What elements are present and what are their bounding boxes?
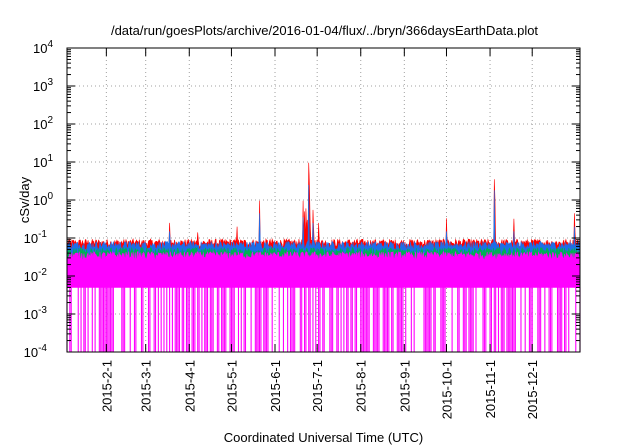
x-tick-label: 2015-3-1 xyxy=(139,360,154,412)
x-tick-label: 2015-2-1 xyxy=(99,360,114,412)
x-tick-label: 2015-7-1 xyxy=(310,360,325,412)
y-tick-label: 103 xyxy=(33,77,53,94)
x-axis-label: Coordinated Universal Time (UTC) xyxy=(224,430,423,445)
y-tick-label: 10-3 xyxy=(24,305,48,322)
y-tick-label: 102 xyxy=(33,115,53,132)
x-tick-label: 2015-9-1 xyxy=(397,360,412,412)
x-tick-label: 2015-5-1 xyxy=(224,360,239,412)
x-tick-label: 2015-6-1 xyxy=(268,360,283,412)
y-tick-label: 10-4 xyxy=(24,343,48,360)
plot-area xyxy=(66,162,581,352)
x-tick-label: 2015-8-1 xyxy=(354,360,369,412)
x-tick-label: 2015-11-1 xyxy=(483,360,498,418)
y-tick-label: 101 xyxy=(33,153,53,170)
chart-title: /data/run/goesPlots/archive/2016-01-04/f… xyxy=(111,23,538,38)
y-tick-label: 10-1 xyxy=(24,229,48,246)
x-tick-label: 2015-4-1 xyxy=(182,360,197,412)
x-tick-label: 2015-12-1 xyxy=(525,360,540,419)
y-axis-label: cSv/day xyxy=(17,176,32,223)
y-tick-label: 104 xyxy=(33,39,53,56)
y-tick-label: 100 xyxy=(33,191,53,208)
axis-ticks: 10-4 10-3 10-2 10-1 100 101 102 103 104 2015-2-1 2… xyxy=(24,39,580,419)
x-tick-label: 2015-10-1 xyxy=(439,360,454,419)
series-3 xyxy=(66,250,581,352)
y-tick-label: 10-2 xyxy=(24,267,48,284)
series-band xyxy=(66,250,581,288)
grid-lines xyxy=(67,48,580,352)
